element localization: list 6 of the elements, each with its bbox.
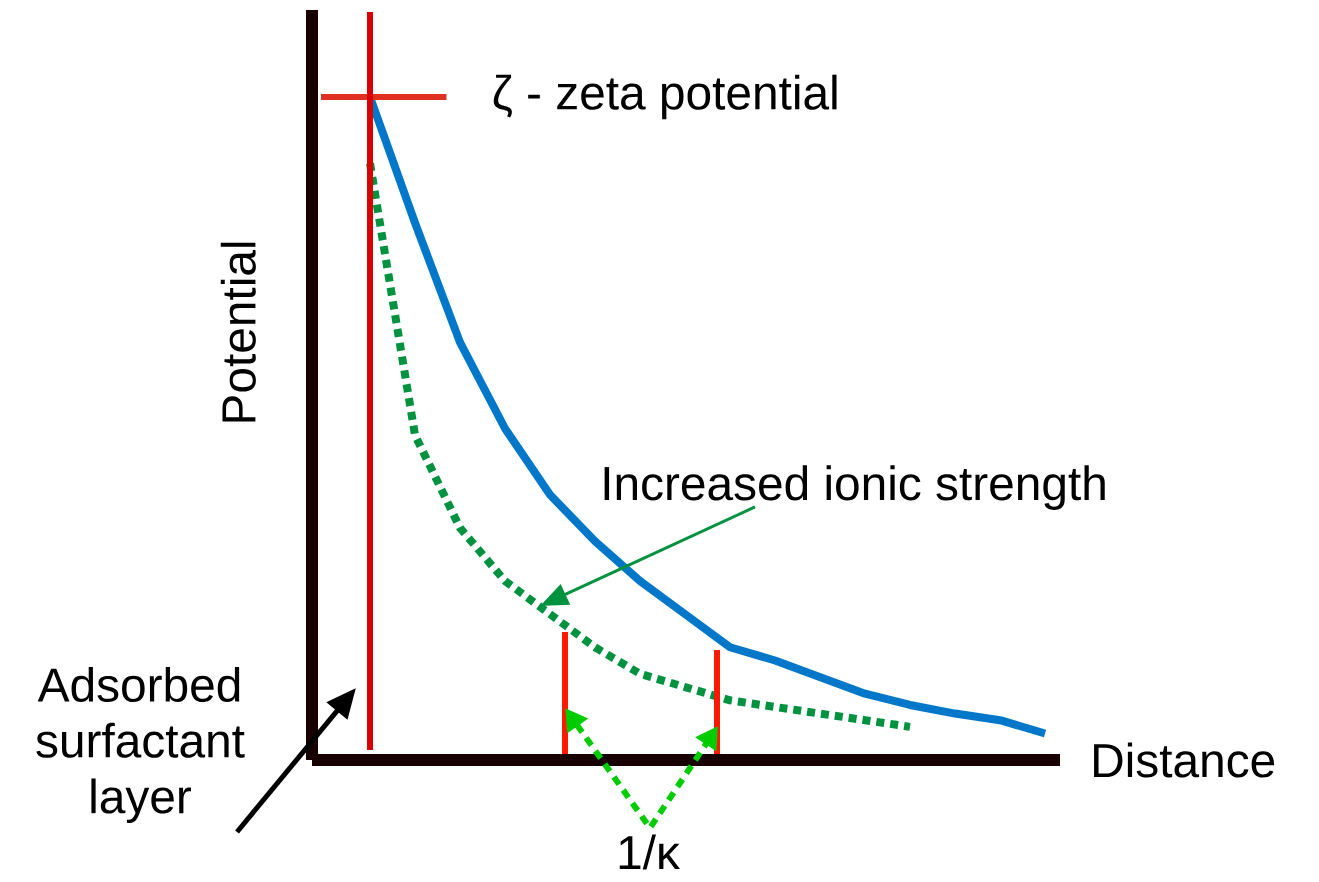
text: 1/κ xyxy=(619,834,680,870)
annotation: Increased ionic strength xyxy=(604,465,1105,510)
x-axis-title: Distance xyxy=(1094,742,1275,778)
y-axis-title: Potential xyxy=(220,242,256,422)
text: Adsorbed surfactant layer xyxy=(36,666,245,824)
ref-line-label: ζ - zeta potential xyxy=(493,74,837,120)
